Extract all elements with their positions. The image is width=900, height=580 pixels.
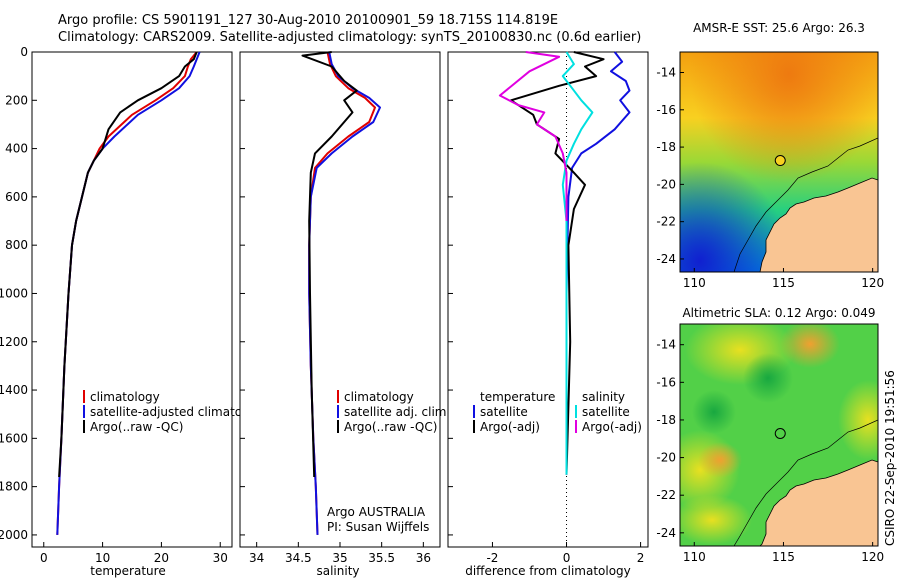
depth-tick-label: 0: [20, 45, 28, 59]
legend-label-climatology: climatology: [90, 390, 160, 404]
lat-tick-label: -18: [656, 140, 676, 154]
lat-tick-label: -16: [656, 375, 676, 389]
sla-map-ticks: 110 115 120 -14 -16 -18 -20 -22 -24: [656, 338, 884, 564]
x-tick-label: 36: [416, 551, 431, 565]
sst-map-frame: [679, 51, 879, 273]
legend-label-sal-satellite: satellite: [582, 405, 630, 419]
salinity-plot-frame: [239, 51, 441, 548]
x-tick-label: 30: [213, 551, 228, 565]
temperature-series: [56, 51, 201, 535]
header-line-2: Climatology: CARS2009. Satellite-adjuste…: [58, 30, 641, 45]
depth-tick-label: 2000: [0, 528, 28, 542]
shelf-contour: [733, 137, 878, 272]
land-mass: [759, 459, 878, 546]
x-tick-label: 0: [40, 551, 48, 565]
temperature-legend: climatology satellite-adjusted climatolo…: [83, 390, 268, 434]
difference-axis-ticks: -2 0 2: [486, 542, 644, 565]
depth-tick-label: 1200: [0, 335, 28, 349]
depth-tick-label: 1600: [0, 431, 28, 445]
footer-timestamp: CSIRO 22-Sep-2010 19:51:56: [883, 370, 897, 546]
difference-panel: -2 0 2 difference from climatology tempera…: [447, 51, 649, 578]
lon-tick-label: 115: [772, 276, 795, 290]
sla-map-frame: [679, 323, 879, 547]
legend-label-sal-argo: Argo(-adj): [582, 420, 642, 434]
sst-map-ticks: 110 115 120 -14 -16 -18 -20 -22 -24: [656, 66, 884, 290]
principal-investigator-annotation: PI: Susan Wijffels: [327, 520, 429, 534]
x-tick-label: 20: [154, 551, 169, 565]
sla-argo-position-marker: [774, 427, 786, 439]
sst-map-title: AMSR-E SST: 25.6 Argo: 26.3: [693, 21, 865, 35]
argo-operator-annotation: Argo AUSTRALIA: [327, 505, 426, 519]
legend-heading-salinity: salinity: [582, 390, 625, 404]
salinity-axis-ticks: 34 34.5 35 35.5 36: [249, 542, 431, 565]
series-line-argo-raw-qc-: [301, 51, 358, 478]
temperature-axis-label: temperature: [90, 564, 165, 578]
legend-label-satellite: satellite-adjusted climatology: [90, 405, 268, 419]
sla-map-panel: Altimetric SLA: 0.12 Argo: 0.049 110 115 1…: [656, 306, 884, 564]
difference-legend: temperature satellite Argo(-adj) salinit…: [473, 390, 642, 434]
salinity-legend: climatology satellite adj. clim. Argo(..…: [337, 390, 450, 434]
x-tick-label: 34.5: [285, 551, 312, 565]
x-tick-label: -2: [486, 551, 498, 565]
lat-tick-label: -16: [656, 103, 676, 117]
temperature-plot-frame: [31, 51, 233, 548]
depth-tick-label: 800: [5, 238, 28, 252]
x-tick-label: 2: [637, 551, 645, 565]
series-line-salinity-argo-adj-: [498, 51, 568, 221]
legend-label-temp-satellite: satellite: [480, 405, 528, 419]
lat-tick-label: -24: [656, 526, 676, 540]
lat-tick-label: -22: [656, 488, 676, 502]
salinity-panel: 34 34.5 35 35.5 36 salinity climatology sate…: [239, 51, 450, 578]
lon-tick-label: 120: [861, 276, 884, 290]
lat-tick-label: -14: [656, 66, 676, 80]
x-tick-label: 35: [332, 551, 347, 565]
temperature-axis-ticks: 0 10 20 30: [40, 542, 228, 565]
temperature-panel: 0 200 400 600 800 1000 1200 1400 1600 1800 2000 0 1…: [0, 45, 268, 578]
lat-tick-label: -24: [656, 252, 676, 266]
lat-tick-label: -14: [656, 338, 676, 352]
lat-tick-label: -20: [656, 451, 676, 465]
difference-depth-ticks: [448, 51, 453, 536]
lon-tick-label: 115: [772, 550, 795, 564]
difference-plot-frame: [447, 51, 649, 548]
lat-tick-label: -20: [656, 177, 676, 191]
depth-tick-label: 1800: [0, 480, 28, 494]
legend-label-argo: Argo(..raw -QC): [90, 420, 183, 434]
header-line-1: Argo profile: CS 5901191_127 30-Aug-2010…: [58, 13, 558, 28]
x-tick-label: 35.5: [368, 551, 395, 565]
legend-label-satellite: satellite adj. clim.: [344, 405, 450, 419]
difference-series: [498, 51, 631, 475]
difference-axis-label: difference from climatology: [465, 564, 631, 578]
series-line-argo-raw-qc-: [58, 51, 198, 478]
depth-axis-ticks: 0 200 400 600 800 1000 1200 1400 1600 1800 2000: [0, 45, 37, 542]
sst-map-panel: AMSR-E SST: 25.6 Argo: 26.3 110 115 120 -14…: [656, 21, 884, 290]
salinity-series: [301, 51, 381, 535]
lon-tick-label: 120: [861, 550, 884, 564]
sla-map-title: Altimetric SLA: 0.12 Argo: 0.049: [682, 306, 875, 320]
legend-label-climatology: climatology: [344, 390, 414, 404]
depth-tick-label: 200: [5, 93, 28, 107]
legend-label-temp-argo: Argo(-adj): [480, 420, 540, 434]
lon-tick-label: 110: [683, 550, 706, 564]
legend-heading-temperature: temperature: [480, 390, 555, 404]
x-tick-label: 0: [563, 551, 571, 565]
shelf-contour: [733, 419, 878, 546]
legend-label-argo: Argo(..raw -QC): [344, 420, 437, 434]
land-mass: [759, 177, 878, 272]
depth-tick-label: 1000: [0, 286, 28, 300]
sst-field: [680, 52, 878, 272]
salinity-axis-label: salinity: [316, 564, 359, 578]
sst-argo-position-marker: [774, 155, 786, 167]
lon-tick-label: 110: [683, 276, 706, 290]
x-tick-label: 34: [249, 551, 264, 565]
lat-tick-label: -22: [656, 215, 676, 229]
x-tick-label: 10: [95, 551, 110, 565]
depth-tick-label: 400: [5, 142, 28, 156]
depth-tick-label: 600: [5, 190, 28, 204]
depth-tick-label: 1400: [0, 383, 28, 397]
salinity-depth-ticks: [240, 51, 245, 536]
lat-tick-label: -18: [656, 413, 676, 427]
